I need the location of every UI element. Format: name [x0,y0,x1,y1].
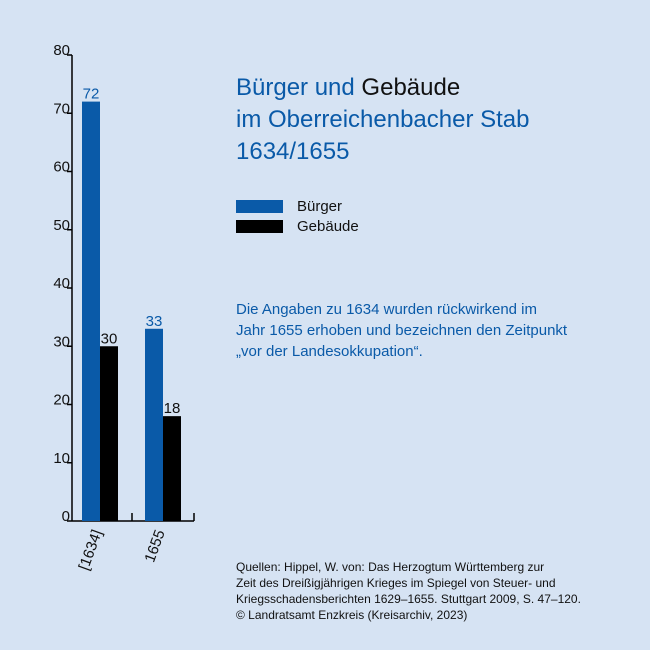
title-gebaeude: Gebäude [361,74,461,101]
title-line3: 1634/1655 [236,138,350,165]
chart-title: Bürger und Gebäude im Oberreichenbacher … [236,72,529,168]
data-label: 72 [83,86,100,103]
legend-label-gebaeude: Gebäude [297,217,359,235]
title-buerger: Bürger und [236,74,355,101]
source-line: Quellen: Hippel, W. von: Das Herzogtum W… [236,560,545,574]
legend-swatch-gebaeude [236,219,283,233]
y-tick-label: 30 [53,333,70,350]
y-tick-label: 80 [53,42,70,59]
legend-item-gebaeude: Gebäude [236,216,359,236]
y-tick-label: 0 [62,508,70,525]
y-tick-label: 10 [53,450,70,467]
source-line: Kriegsschadensberichten 1629–1655. Stutt… [236,592,581,606]
bar-buerger [82,101,100,521]
title-line2: im Oberreichenbacher Stab [236,106,530,133]
y-tick-label: 70 [53,100,70,117]
note-line: Jahr 1655 erhoben und bezeichnen den Zei… [236,322,568,339]
legend: Bürger Gebäude [236,196,359,236]
note-line: Die Angaben zu 1634 wurden rückwirkend i… [236,301,538,318]
source-line: Zeit des Dreißigjährigen Krieges im Spie… [236,576,556,590]
note-line: „vor der Landesokkupation“. [236,343,423,360]
data-label: 30 [101,330,118,347]
bar-gebaeude [100,346,118,521]
legend-swatch-buerger [236,199,283,213]
data-label: 18 [164,400,181,417]
legend-label-buerger: Bürger [297,197,343,215]
source-line: © Landratsamt Enzkreis (Kreisarchiv, 202… [236,608,468,622]
bar-buerger [145,328,163,521]
y-tick-label: 20 [53,392,70,409]
source-text: Quellen: Hippel, W. von: Das Herzogtum W… [236,559,646,623]
note-text: Die Angaben zu 1634 wurden rückwirkend i… [236,299,636,362]
y-tick-label: 40 [53,275,70,292]
legend-item-buerger: Bürger [236,196,359,216]
y-tick-label: 50 [53,217,70,234]
x-tick-label: [1634] [76,528,106,573]
y-tick-label: 60 [53,159,70,176]
bar-gebaeude [163,416,181,521]
x-tick-label: 1655 [141,528,168,565]
data-label: 33 [146,313,163,330]
